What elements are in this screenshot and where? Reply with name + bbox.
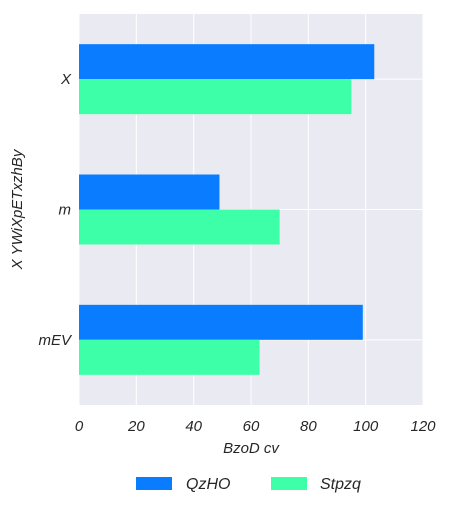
bar-QzHO-mEV: [79, 304, 363, 340]
y-axis-label: X YWiXpETxzhBy: [9, 148, 26, 270]
x-tick-label: 40: [185, 418, 202, 435]
y-tick-label: mEV: [38, 332, 73, 349]
bar-Stpzq-X: [79, 79, 352, 115]
x-tick-label: 100: [353, 418, 379, 435]
legend: QzHO Stpzq: [136, 476, 361, 493]
x-axis-label: BzoD cv: [223, 440, 280, 457]
bar-QzHO-X: [79, 44, 375, 80]
bar-QzHO-m: [79, 174, 220, 210]
legend-swatch-QzHO: [136, 477, 172, 490]
legend-label-QzHO: QzHO: [186, 476, 230, 493]
bar-Stpzq-mEV: [79, 339, 260, 375]
legend-swatch-Stpzq: [271, 477, 307, 490]
bar-Stpzq-m: [79, 209, 280, 245]
x-tick-labels: 0 20 40 60 80 100 120: [75, 418, 436, 435]
y-tick-labels: Xm mEV: [38, 71, 73, 349]
y-tick-label: m: [59, 202, 72, 219]
bars-group: [79, 44, 375, 375]
y-tick-label: X: [60, 71, 72, 88]
x-tick-label: 80: [300, 418, 317, 435]
x-tick-label: 0: [75, 418, 84, 435]
x-tick-label: 60: [243, 418, 260, 435]
x-tick-label: 120: [410, 418, 436, 435]
legend-label-Stpzq: Stpzq: [320, 476, 361, 493]
x-tick-label: 20: [127, 418, 145, 435]
